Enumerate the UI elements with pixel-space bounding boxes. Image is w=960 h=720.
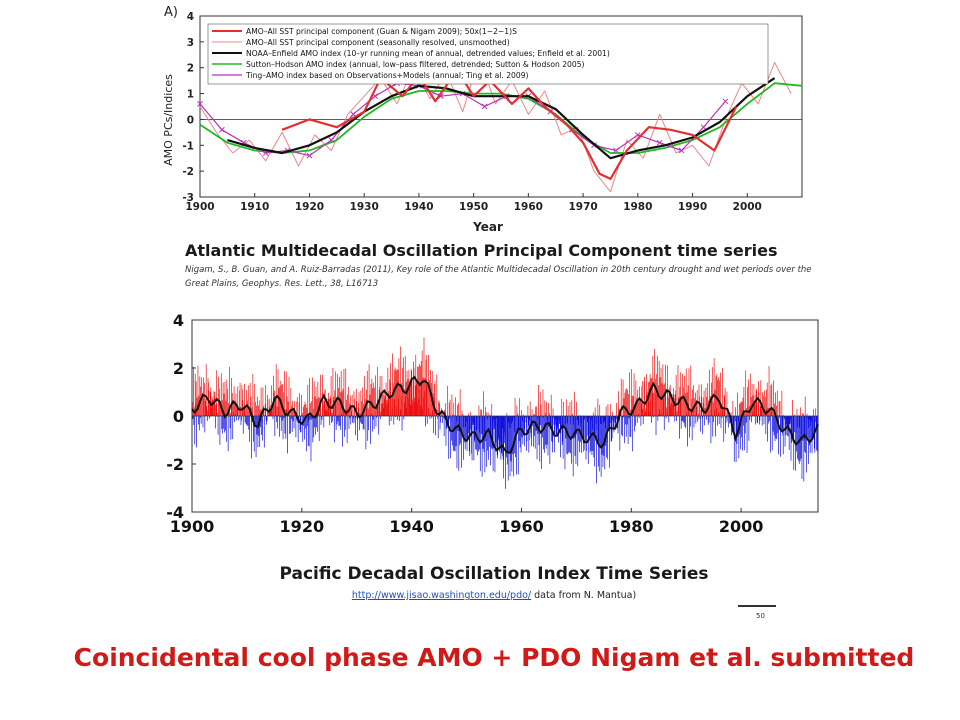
amo-y-tick-label: 2: [187, 63, 194, 75]
pdo-y-tick-label: -4: [166, 503, 184, 522]
amo-x-tick-label: 1910: [240, 201, 269, 213]
amo-xlabel: Year: [472, 220, 503, 234]
amo-panel-label: A): [164, 5, 178, 20]
amo-legend: AMO–All SST principal component (Guan & …: [207, 23, 769, 85]
ting-marker: [328, 137, 335, 143]
pdo-x-tick-label: 2000: [719, 517, 764, 536]
amo-y-tick-label: 4: [187, 11, 194, 23]
ting-marker: [678, 147, 685, 154]
pdo-smoothed-group: [191, 375, 819, 454]
pdo-y-tick-label: 0: [173, 407, 184, 426]
legend-text-ting: Ting–AMO index based on Observations+Mod…: [245, 71, 529, 80]
ting-marker: [656, 139, 663, 146]
amo-chart: A) AMO PCs/Indices Year 1900 1910 1920 1930…: [162, 5, 803, 234]
ting-marker: [613, 147, 619, 154]
amo-x-tick-label: 1950: [459, 201, 488, 213]
ting-marker: [262, 150, 269, 156]
footer-statement: Coincidental cool phase AMO + PDO Nigam …: [73, 643, 915, 672]
pdo-axes: 1900 1920 1940 1960 1980 2000 4 2 0 -2 -4: [166, 312, 819, 536]
legend-text-noaa: NOAA–Enfield AMO index (10–yr running me…: [246, 49, 610, 58]
legend-text-sutton: Sutton–Hodson AMO index (annual, low–pas…: [246, 60, 585, 69]
amo-y-tick-label: -3: [182, 192, 194, 204]
pdo-y-tick-label: 4: [173, 312, 184, 330]
amo-x-tick-label: 1970: [568, 201, 597, 213]
pdo-x-tick-label: 1900: [170, 517, 215, 536]
pdo-x-tick-label: 1960: [499, 517, 544, 536]
pdo-bars-group: [191, 337, 819, 489]
amo-x-tick-label: 1980: [623, 201, 652, 213]
ting-marker: [306, 152, 313, 159]
amo-y-tick-label: 0: [187, 114, 194, 126]
amo-x-tick-label: 1940: [404, 201, 433, 213]
pdo-source-note: data from N. Mantua): [531, 590, 637, 601]
ting-marker: [197, 101, 203, 107]
ting-marker: [219, 126, 225, 133]
scale-bar-label: 50: [756, 612, 765, 620]
pdo-smoothed-line: [191, 375, 819, 454]
pdo-caption-title: Pacific Decadal Oscillation Index Time S…: [279, 564, 709, 584]
pdo-x-tick-label: 1980: [609, 517, 654, 536]
amo-ylabel: AMO PCs/Indices: [162, 74, 175, 166]
amo-y-tick-label: 1: [187, 89, 194, 101]
pdo-chart: 1900 1920 1940 1960 1980 2000 4 2 0 -2 -4: [166, 312, 819, 536]
amo-thick-line: [281, 69, 738, 180]
noaa-line: [227, 77, 776, 160]
scale-bar: 50: [738, 605, 776, 620]
amo-y-tick-label: -2: [182, 166, 194, 178]
amo-legend-box: [207, 23, 769, 85]
amo-x-tick-label: 1920: [295, 201, 324, 213]
amo-x-tick-label: 1900: [185, 201, 214, 213]
pdo-y-tick-label: -2: [166, 455, 184, 474]
amo-thin-line: [199, 56, 792, 193]
amo-x-tick-label: 1930: [350, 201, 379, 213]
legend-text-amo-thick: AMO–All SST principal component (Guan & …: [246, 27, 517, 36]
pdo-source: http://www.jisao.washington.edu/pdo/ dat…: [0, 590, 960, 601]
pdo-x-tick-label: 1940: [389, 517, 434, 536]
amo-y-tick-label: -1: [182, 140, 194, 152]
amo-x-tick-label: 1990: [678, 201, 707, 213]
amo-axes: 1900 1910 1920 1930 1940 1950 1960 1970 1980 1990…: [182, 11, 803, 213]
ting-marker: [722, 98, 729, 105]
legend-text-amo-thin: AMO–All SST principal component (seasona…: [246, 38, 510, 47]
ting-marker: [700, 124, 707, 131]
pdo-y-tick-label: 2: [173, 359, 184, 378]
amo-y-tick-label: 3: [187, 37, 194, 49]
amo-x-tick-label: 2000: [733, 201, 762, 213]
pdo-source-link[interactable]: http://www.jisao.washington.edu/pdo/: [351, 590, 532, 601]
pdo-x-tick-label: 1920: [280, 517, 325, 536]
amo-caption-title: Atlantic Multidecadal Oscillation Princi…: [185, 241, 778, 260]
amo-x-tick-label: 1960: [514, 201, 543, 213]
ting-marker: [481, 103, 488, 110]
amo-caption-citation: Nigam, S., B. Guan, and A. Ruiz-Barradas…: [185, 265, 812, 289]
